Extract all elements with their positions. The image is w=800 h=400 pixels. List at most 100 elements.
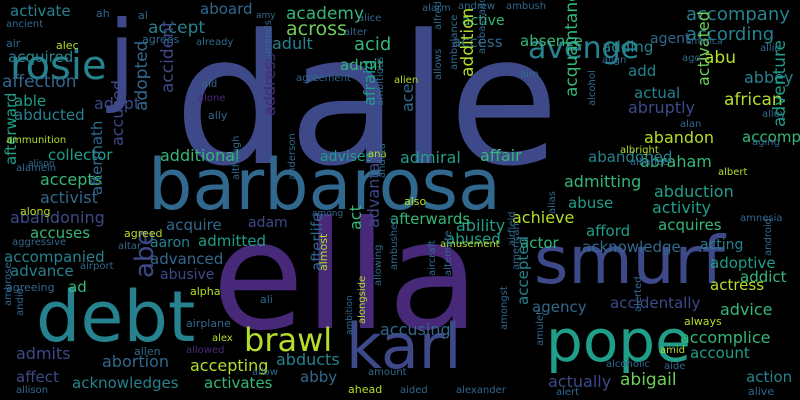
word-debt: debt bbox=[36, 276, 196, 358]
word-act: act bbox=[346, 205, 365, 230]
word-always: always bbox=[684, 315, 722, 328]
word-abu: abu bbox=[704, 48, 736, 68]
word-ambrose: ambrose bbox=[3, 262, 14, 306]
word-admiral: admiral bbox=[400, 148, 461, 167]
word-adopt: adopt bbox=[94, 94, 141, 113]
word-andrew: andrew bbox=[458, 1, 496, 12]
word-alexander: alexander bbox=[456, 385, 506, 396]
word-accompanied: accompanied bbox=[4, 248, 105, 266]
word-accident: accident bbox=[158, 20, 178, 93]
word-amid: amid bbox=[660, 345, 685, 356]
word-aging: aging bbox=[752, 137, 780, 148]
word-amusement: amusement bbox=[440, 239, 500, 250]
word-activity: activity bbox=[652, 198, 711, 217]
word-adopted: adopted bbox=[132, 40, 152, 111]
word-affect: affect bbox=[16, 368, 59, 386]
word-agreement: agreement bbox=[296, 73, 351, 84]
word-activate: activate bbox=[10, 2, 71, 20]
word-abraham: abraham bbox=[640, 152, 712, 171]
word-although: although bbox=[231, 135, 242, 180]
word-amulet: amulet bbox=[535, 310, 546, 346]
word-action: action bbox=[746, 368, 793, 386]
word-activist: activist bbox=[40, 188, 98, 207]
word-admit: admit bbox=[340, 56, 384, 74]
word-across: across bbox=[286, 18, 347, 40]
word-according: according bbox=[686, 24, 775, 45]
word-abigail: abigail bbox=[620, 370, 677, 390]
word-able: able bbox=[14, 92, 47, 110]
word-alec: alec bbox=[56, 39, 79, 52]
word-actress: actress bbox=[710, 276, 765, 294]
word-adam: adam bbox=[248, 215, 288, 231]
word-accompanies: accompanies bbox=[742, 128, 800, 146]
word-african: african bbox=[724, 90, 783, 110]
word-aided: aided bbox=[400, 385, 428, 396]
word-alert: alert bbox=[556, 387, 580, 398]
word-amount: amount bbox=[368, 367, 407, 378]
word-abortion: abortion bbox=[102, 352, 169, 371]
word-alerted: alerted bbox=[633, 276, 644, 312]
word-alley: alley bbox=[762, 109, 786, 120]
word-affection: affection bbox=[2, 72, 77, 92]
word-ago: ago bbox=[682, 53, 701, 64]
word-amongst: amongst bbox=[499, 286, 510, 330]
word-afterwards: afterwards bbox=[390, 210, 471, 228]
word-ah: ah bbox=[96, 7, 110, 20]
word-pope: pope bbox=[546, 307, 691, 375]
word-abandoned: abandoned bbox=[588, 148, 673, 166]
word-acquaintance: acquaintance bbox=[562, 0, 582, 97]
word-alarm: alarm bbox=[422, 3, 451, 14]
word-allowing: allowing bbox=[373, 244, 384, 286]
word-admitting: admitting bbox=[564, 172, 642, 191]
word-accomplice: accomplice bbox=[680, 328, 771, 347]
word-allow: allow bbox=[252, 367, 278, 378]
word-acquired: acquired bbox=[8, 48, 74, 66]
word-america: america bbox=[686, 37, 723, 47]
word-also: also bbox=[404, 195, 427, 208]
word-alan: alan bbox=[680, 119, 702, 130]
word-abused: abused bbox=[446, 230, 501, 248]
word-abusive: abusive bbox=[160, 267, 215, 283]
word-air: air bbox=[6, 37, 21, 50]
word-aide: aide bbox=[664, 361, 686, 372]
word-agrees: agrees bbox=[142, 33, 180, 46]
word-absence: absence bbox=[520, 32, 583, 50]
word-ambition: ambition bbox=[345, 295, 355, 335]
word-account: account bbox=[690, 344, 750, 362]
word-alison: alison bbox=[28, 159, 55, 169]
word-alliance: alliance bbox=[630, 157, 669, 168]
word-already: already bbox=[196, 37, 234, 48]
word-advance: advance bbox=[10, 262, 74, 280]
word-ahead: ahead bbox=[348, 383, 383, 396]
word-adding: adding bbox=[602, 38, 654, 56]
word-agreeing: agreeing bbox=[6, 281, 55, 294]
word-alfred: alfred bbox=[433, 1, 444, 30]
word-accept: accept bbox=[148, 18, 206, 38]
word-alice: alice bbox=[358, 13, 382, 24]
word-agency: agency bbox=[532, 298, 587, 316]
word-accused: accused bbox=[108, 80, 127, 146]
word-smurf: smurf bbox=[534, 222, 725, 299]
word-allie: allie bbox=[760, 43, 781, 54]
word-ability: ability bbox=[456, 216, 506, 235]
word-aircraft: aircraft bbox=[427, 240, 438, 276]
word-accuses: accuses bbox=[30, 224, 91, 242]
word-accusing: accusing bbox=[380, 320, 451, 339]
word-allows: allows bbox=[433, 48, 444, 80]
word-affair: affair bbox=[480, 146, 522, 165]
word-alex: alex bbox=[212, 333, 233, 344]
word-altar: altar bbox=[118, 241, 142, 252]
word-ambulance: ambulance bbox=[449, 14, 460, 70]
word-active: active bbox=[462, 13, 505, 29]
word-rosie: rosie bbox=[10, 43, 107, 89]
word-actor: actor bbox=[520, 234, 559, 252]
word-airplane: airplane bbox=[186, 317, 231, 330]
word-aaron: aaron bbox=[150, 235, 191, 251]
word-aftermath: aftermath bbox=[88, 120, 106, 195]
word-andrea: andrea bbox=[377, 143, 388, 178]
word-allen: allen bbox=[134, 345, 161, 358]
word-address: address bbox=[260, 53, 279, 116]
word-amnesia: amnesia bbox=[740, 213, 783, 224]
word-j: j bbox=[108, 0, 136, 116]
word-abbey: abbey bbox=[744, 68, 794, 87]
